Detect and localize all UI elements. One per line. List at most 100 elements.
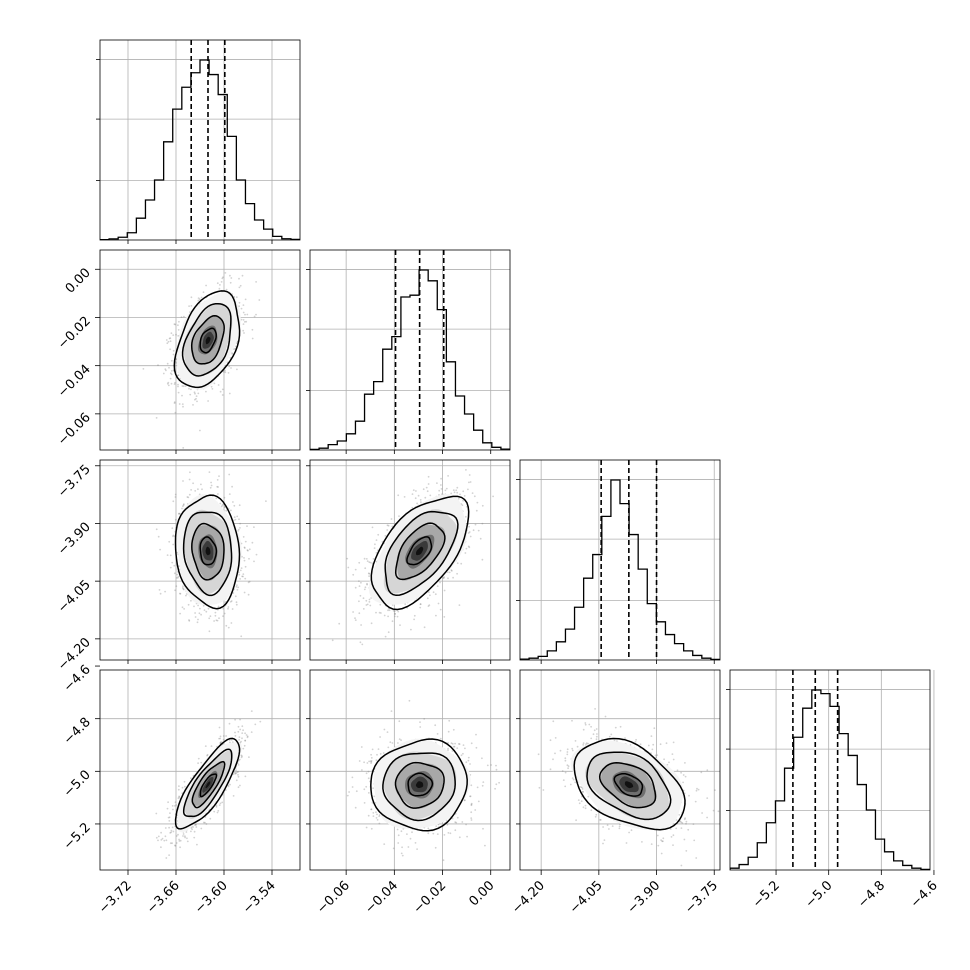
scatter-point xyxy=(473,495,476,498)
scatter-point xyxy=(164,827,167,829)
scatter-point xyxy=(244,565,247,568)
scatter-point xyxy=(242,729,245,732)
scatter-point xyxy=(428,591,430,594)
scatter-point xyxy=(242,329,245,332)
scatter-point xyxy=(238,305,241,308)
scatter-point xyxy=(468,531,471,533)
scatter-point xyxy=(237,528,240,531)
scatter-point xyxy=(185,594,187,597)
scatter-point xyxy=(370,622,373,625)
scatter-point xyxy=(354,568,357,571)
scatter-point xyxy=(410,628,412,631)
scatter-point xyxy=(246,525,248,527)
scatter-point xyxy=(464,515,467,518)
scatter-point xyxy=(243,332,245,334)
scatter-point xyxy=(465,547,468,550)
scatter-point xyxy=(213,620,216,622)
scatter-point xyxy=(398,515,400,517)
scatter-point xyxy=(236,515,239,518)
scatter-point xyxy=(455,489,458,492)
scatter-point xyxy=(411,506,414,509)
scatter-point xyxy=(202,291,205,294)
scatter-point xyxy=(369,604,372,607)
scatter-point xyxy=(243,547,246,549)
scatter-point xyxy=(169,832,172,834)
scatter-point xyxy=(465,469,467,471)
scatter-point xyxy=(362,608,365,610)
scatter-point xyxy=(235,296,238,299)
scatter-point xyxy=(358,600,360,603)
scatter-point xyxy=(167,801,170,804)
scatter-point xyxy=(391,525,394,528)
scatter-point xyxy=(221,388,224,391)
scatter-point xyxy=(248,557,250,560)
density-fill xyxy=(416,546,424,556)
scatter-point xyxy=(450,569,453,571)
scatter-point xyxy=(182,385,185,388)
scatter-point xyxy=(177,797,180,800)
scatter-point xyxy=(237,786,240,789)
scatter-point xyxy=(238,573,241,576)
scatter-point xyxy=(452,489,455,492)
scatter-point xyxy=(234,518,237,521)
scatter-point xyxy=(358,561,361,564)
corner-plot-panels: −3.72 −3.66 −3.60 −3.54 −0.06 −0.04 −0.02 0.00−… xyxy=(55,39,941,917)
scatter-point xyxy=(181,507,183,510)
scatter-point xyxy=(177,833,179,836)
scatter-point xyxy=(167,384,170,387)
scatter-point xyxy=(240,756,243,759)
scatter-point xyxy=(174,589,177,592)
scatter-point xyxy=(190,830,192,833)
scatter-point xyxy=(172,808,174,811)
scatter-point xyxy=(198,612,201,615)
scatter-point xyxy=(193,391,196,394)
contour-line xyxy=(182,511,233,597)
scatter-point xyxy=(254,723,257,726)
scatter-point xyxy=(165,339,168,341)
scatter-point xyxy=(241,274,244,277)
panel-content xyxy=(100,250,300,450)
histogram-panel-1 xyxy=(306,249,511,451)
scatter-point xyxy=(248,580,251,583)
scatter-point xyxy=(197,392,200,395)
scatter-point xyxy=(442,577,445,580)
scatter-point xyxy=(447,475,449,477)
scatter-point xyxy=(157,839,159,842)
scatter-point xyxy=(222,607,225,610)
contour-line xyxy=(384,510,459,597)
scatter-point xyxy=(195,823,197,826)
scatter-point xyxy=(230,367,232,369)
scatter-point xyxy=(225,624,228,627)
scatter-point xyxy=(238,518,240,521)
scatter-point xyxy=(243,321,246,323)
scatter-point xyxy=(174,381,176,384)
scatter-point xyxy=(175,842,178,844)
scatter-point xyxy=(183,780,186,783)
scatter-point xyxy=(458,604,461,606)
scatter-point xyxy=(173,564,176,567)
scatter-point xyxy=(177,324,179,327)
scatter-point xyxy=(231,352,233,354)
scatter-point xyxy=(456,572,458,575)
scatter-point xyxy=(215,497,218,500)
scatter-point xyxy=(196,621,199,624)
scatter-point xyxy=(228,473,231,476)
scatter-point xyxy=(159,548,162,551)
scatter-point xyxy=(181,403,184,405)
scatter-point xyxy=(186,840,189,843)
scatter-point xyxy=(194,392,196,395)
scatter-point xyxy=(203,609,206,611)
scatter-point xyxy=(214,614,217,617)
scatter-point xyxy=(197,618,199,621)
scatter-point xyxy=(230,739,233,741)
scatter-point xyxy=(155,528,158,531)
scatter-point xyxy=(228,365,231,368)
scatter-point xyxy=(375,552,378,554)
scatter-point xyxy=(169,372,172,375)
scatter-point xyxy=(369,561,372,564)
scatter-point xyxy=(232,501,234,503)
scatter-point xyxy=(190,388,192,391)
scatter-point xyxy=(391,620,394,623)
scatter-point xyxy=(425,486,428,489)
scatter-point xyxy=(178,320,180,323)
